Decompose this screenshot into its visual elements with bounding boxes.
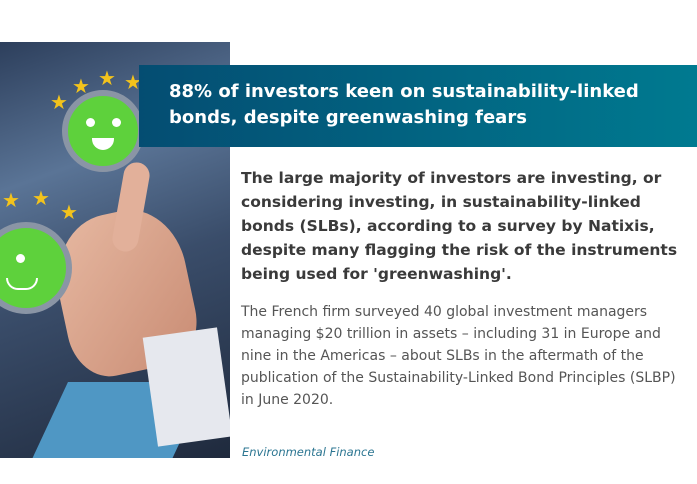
smiley-face-icon — [62, 90, 144, 172]
star-icon: ★ — [98, 66, 116, 90]
shirt-cuff — [142, 327, 230, 447]
article-lead: The large majority of investors are inve… — [241, 169, 678, 283]
smiley-face-icon — [0, 222, 72, 314]
star-icon: ★ — [2, 188, 20, 212]
star-icon: ★ — [32, 186, 50, 210]
star-icon: ★ — [72, 74, 90, 98]
article-body: The French firm surveyed 40 global inves… — [241, 304, 676, 408]
star-icon: ★ — [50, 90, 68, 114]
article-title: 88% of investors keen on sustainability-… — [169, 81, 639, 128]
star-icon: ★ — [60, 200, 78, 224]
article-source[interactable]: Environmental Finance — [242, 445, 375, 459]
star-icon: ★ — [124, 70, 142, 94]
title-banner: 88% of investors keen on sustainability-… — [139, 65, 697, 147]
